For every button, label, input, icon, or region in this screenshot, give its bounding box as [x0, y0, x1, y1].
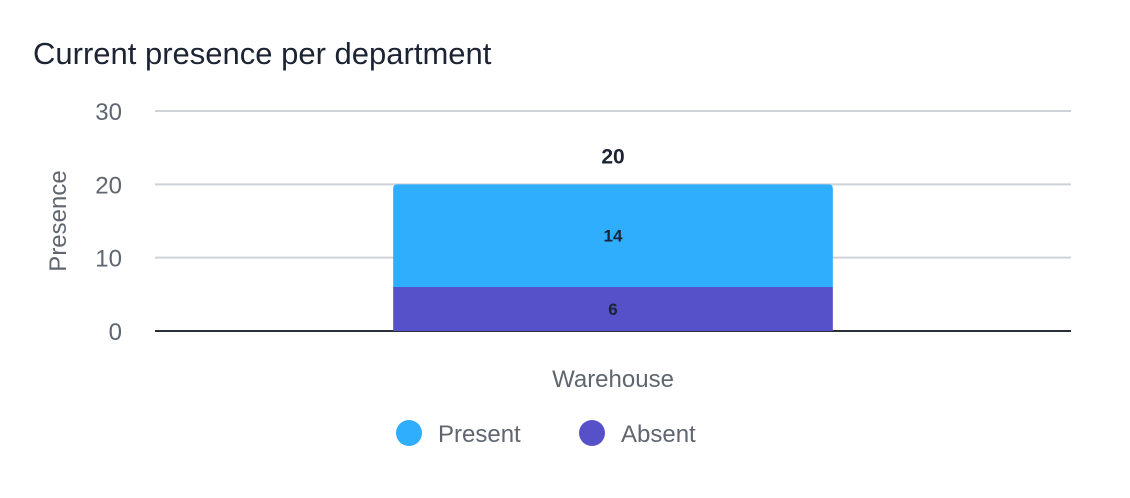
total-label: 20 [601, 145, 624, 168]
y-tick-label: 20 [95, 172, 122, 199]
data-label-present: 14 [604, 227, 623, 246]
bar-absent-warehouse[interactable] [393, 287, 833, 331]
legend-label-absent[interactable]: Absent [621, 421, 696, 448]
y-axis-title: Presence [45, 170, 72, 271]
y-tick-label: 30 [95, 99, 122, 126]
legend-label-present[interactable]: Present [438, 421, 521, 448]
legend-swatch-present [396, 420, 422, 446]
y-tick-label: 10 [95, 246, 122, 273]
labels: 0 10 20 30 6 14 20 Warehouse [95, 99, 674, 393]
legend: Present Absent [396, 420, 696, 448]
x-category-label: Warehouse [552, 366, 674, 393]
legend-swatch-absent [579, 420, 605, 446]
data-label-absent: 6 [608, 300, 617, 319]
bar-present-warehouse[interactable] [393, 184, 833, 287]
y-tick-label: 0 [109, 319, 122, 346]
chart-title: Current presence per department [33, 36, 492, 71]
bars [393, 184, 833, 331]
